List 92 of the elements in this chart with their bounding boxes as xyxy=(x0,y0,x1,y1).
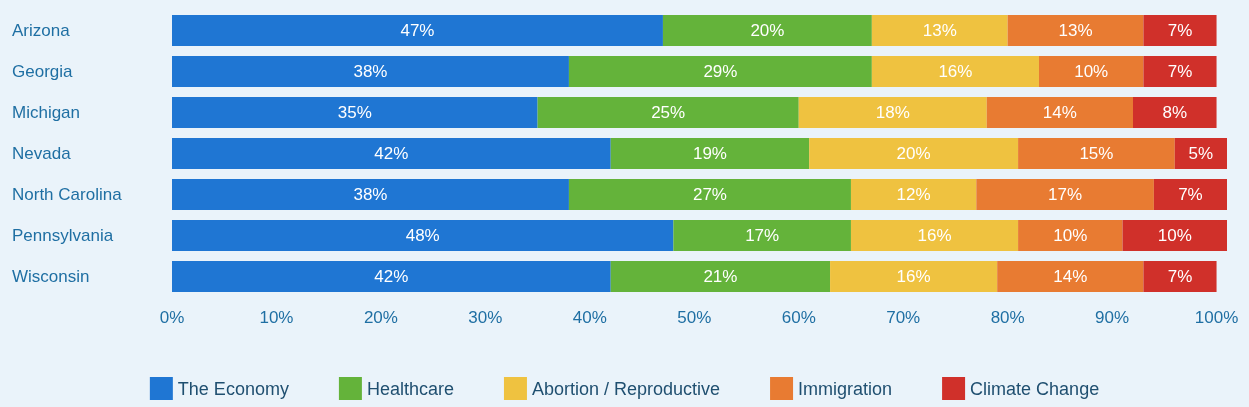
data-label: 38% xyxy=(353,185,388,204)
data-label: 25% xyxy=(651,103,686,122)
bar xyxy=(871,56,1039,87)
legend-label: Healthcare xyxy=(366,378,454,399)
bar xyxy=(976,179,1154,210)
bar xyxy=(986,97,1133,128)
data-label: 20% xyxy=(896,144,931,163)
x-tick-label: 70% xyxy=(886,308,921,327)
y-tick-label: Wisconsin xyxy=(12,267,90,286)
data-label: 16% xyxy=(896,267,931,286)
data-label: 10% xyxy=(1053,226,1088,245)
data-label: 35% xyxy=(337,103,372,122)
y-tick-label: Pennsylvania xyxy=(12,226,114,245)
data-label: 38% xyxy=(353,62,388,81)
x-tick-label: 0% xyxy=(159,308,185,327)
data-label: 7% xyxy=(1167,21,1193,40)
bar xyxy=(172,15,663,46)
bar xyxy=(172,138,611,169)
x-tick-label: 10% xyxy=(259,308,294,327)
x-tick-label: 20% xyxy=(363,308,398,327)
bar xyxy=(850,220,1019,251)
data-label: 17% xyxy=(745,226,780,245)
bar xyxy=(568,56,872,87)
data-label: 16% xyxy=(917,226,952,245)
data-label: 13% xyxy=(922,21,957,40)
x-tick-label: 60% xyxy=(781,308,816,327)
data-label: 29% xyxy=(703,62,738,81)
bar xyxy=(809,138,1019,169)
bar xyxy=(172,179,569,210)
data-label: 15% xyxy=(1079,144,1114,163)
x-tick-label: 40% xyxy=(572,308,607,327)
data-label: 5% xyxy=(1188,144,1214,163)
data-label: 47% xyxy=(400,21,435,40)
y-tick-label: Arizona xyxy=(12,21,71,40)
data-label: 12% xyxy=(896,185,931,204)
data-label: 10% xyxy=(1157,226,1192,245)
bar xyxy=(172,56,569,87)
bar xyxy=(997,261,1144,292)
bar xyxy=(610,138,810,169)
bar xyxy=(172,220,674,251)
data-label: 7% xyxy=(1167,62,1193,81)
bar xyxy=(673,220,851,251)
data-label: 16% xyxy=(938,62,973,81)
data-label: 42% xyxy=(374,267,409,286)
y-tick-label: Nevada xyxy=(12,144,72,163)
data-label: 18% xyxy=(875,103,910,122)
data-label: 27% xyxy=(692,185,727,204)
legend-label: Climate Change xyxy=(970,378,1100,399)
bar xyxy=(1007,15,1144,46)
bar xyxy=(871,15,1008,46)
data-label: 7% xyxy=(1167,267,1193,286)
x-tick-label: 30% xyxy=(468,308,503,327)
bar xyxy=(798,97,987,128)
x-tick-label: 50% xyxy=(677,308,712,327)
legend-label: Abortion / Reproductive xyxy=(531,378,721,399)
data-label: 8% xyxy=(1162,103,1188,122)
data-label: 10% xyxy=(1074,62,1109,81)
data-label: 19% xyxy=(692,144,727,163)
data-label: 13% xyxy=(1058,21,1093,40)
bar xyxy=(1132,97,1217,128)
data-label: 7% xyxy=(1178,185,1203,204)
x-tick-label: 80% xyxy=(990,308,1025,327)
data-label: 48% xyxy=(405,226,440,245)
data-label: 20% xyxy=(750,21,785,40)
bar xyxy=(1143,15,1217,46)
bar xyxy=(1153,179,1227,210)
y-tick-label: North Carolina xyxy=(12,185,123,204)
bar xyxy=(1143,56,1217,87)
bar xyxy=(1018,220,1123,251)
data-label: 14% xyxy=(1053,267,1088,286)
x-tick-label: 90% xyxy=(1095,308,1130,327)
bar xyxy=(1018,138,1175,169)
legend-label: Immigration xyxy=(798,378,893,399)
y-tick-label: Michigan xyxy=(12,103,81,122)
data-label: 17% xyxy=(1048,185,1083,204)
bar xyxy=(850,179,977,210)
legend-label: The Economy xyxy=(177,378,289,399)
data-label: 21% xyxy=(703,267,738,286)
bar xyxy=(1143,261,1217,292)
bar xyxy=(568,179,851,210)
bar xyxy=(662,15,872,46)
bar xyxy=(172,97,538,128)
bar xyxy=(610,261,831,292)
bar xyxy=(537,97,799,128)
bar xyxy=(1038,56,1144,87)
data-label: 42% xyxy=(374,144,409,163)
data-label: 14% xyxy=(1042,103,1077,122)
bar xyxy=(1122,220,1227,251)
bar xyxy=(830,261,998,292)
x-tick-label: 100% xyxy=(1194,308,1239,327)
bar xyxy=(172,261,611,292)
y-tick-label: Georgia xyxy=(12,62,74,81)
